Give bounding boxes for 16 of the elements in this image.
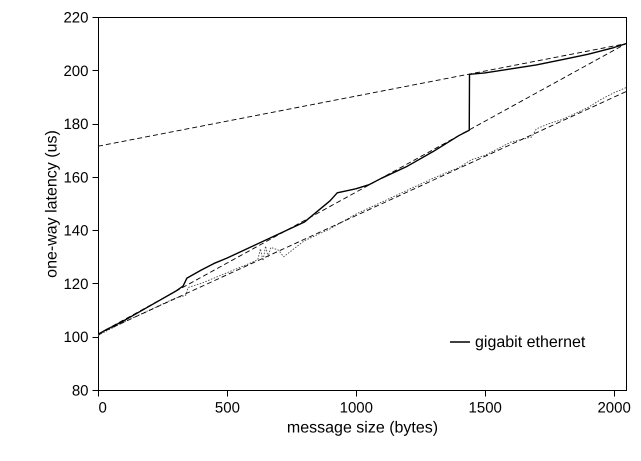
y-tick-label: 80: [72, 382, 88, 400]
y-tick-label: 100: [63, 329, 88, 346]
y-tick-label: 200: [63, 62, 88, 80]
x-tick-label: 500: [214, 400, 240, 416]
y-tick-label: 160: [63, 169, 88, 186]
y-tick-label: 140: [63, 222, 88, 240]
x-tick-label: 1000: [340, 400, 373, 416]
x-tick-label: 2000: [597, 400, 631, 416]
y-tick-label: 220: [63, 10, 88, 26]
x-tick-label: 1500: [468, 400, 502, 416]
y-axis-title: one-way latency (us): [43, 130, 60, 278]
x-tick-label: 0: [98, 400, 107, 416]
x-axis-title: message size (bytes): [286, 420, 438, 436]
legend-label: gigabit ethernet: [475, 334, 586, 351]
y-tick-label: 180: [63, 116, 88, 134]
y-tick-label: 120: [63, 276, 88, 293]
